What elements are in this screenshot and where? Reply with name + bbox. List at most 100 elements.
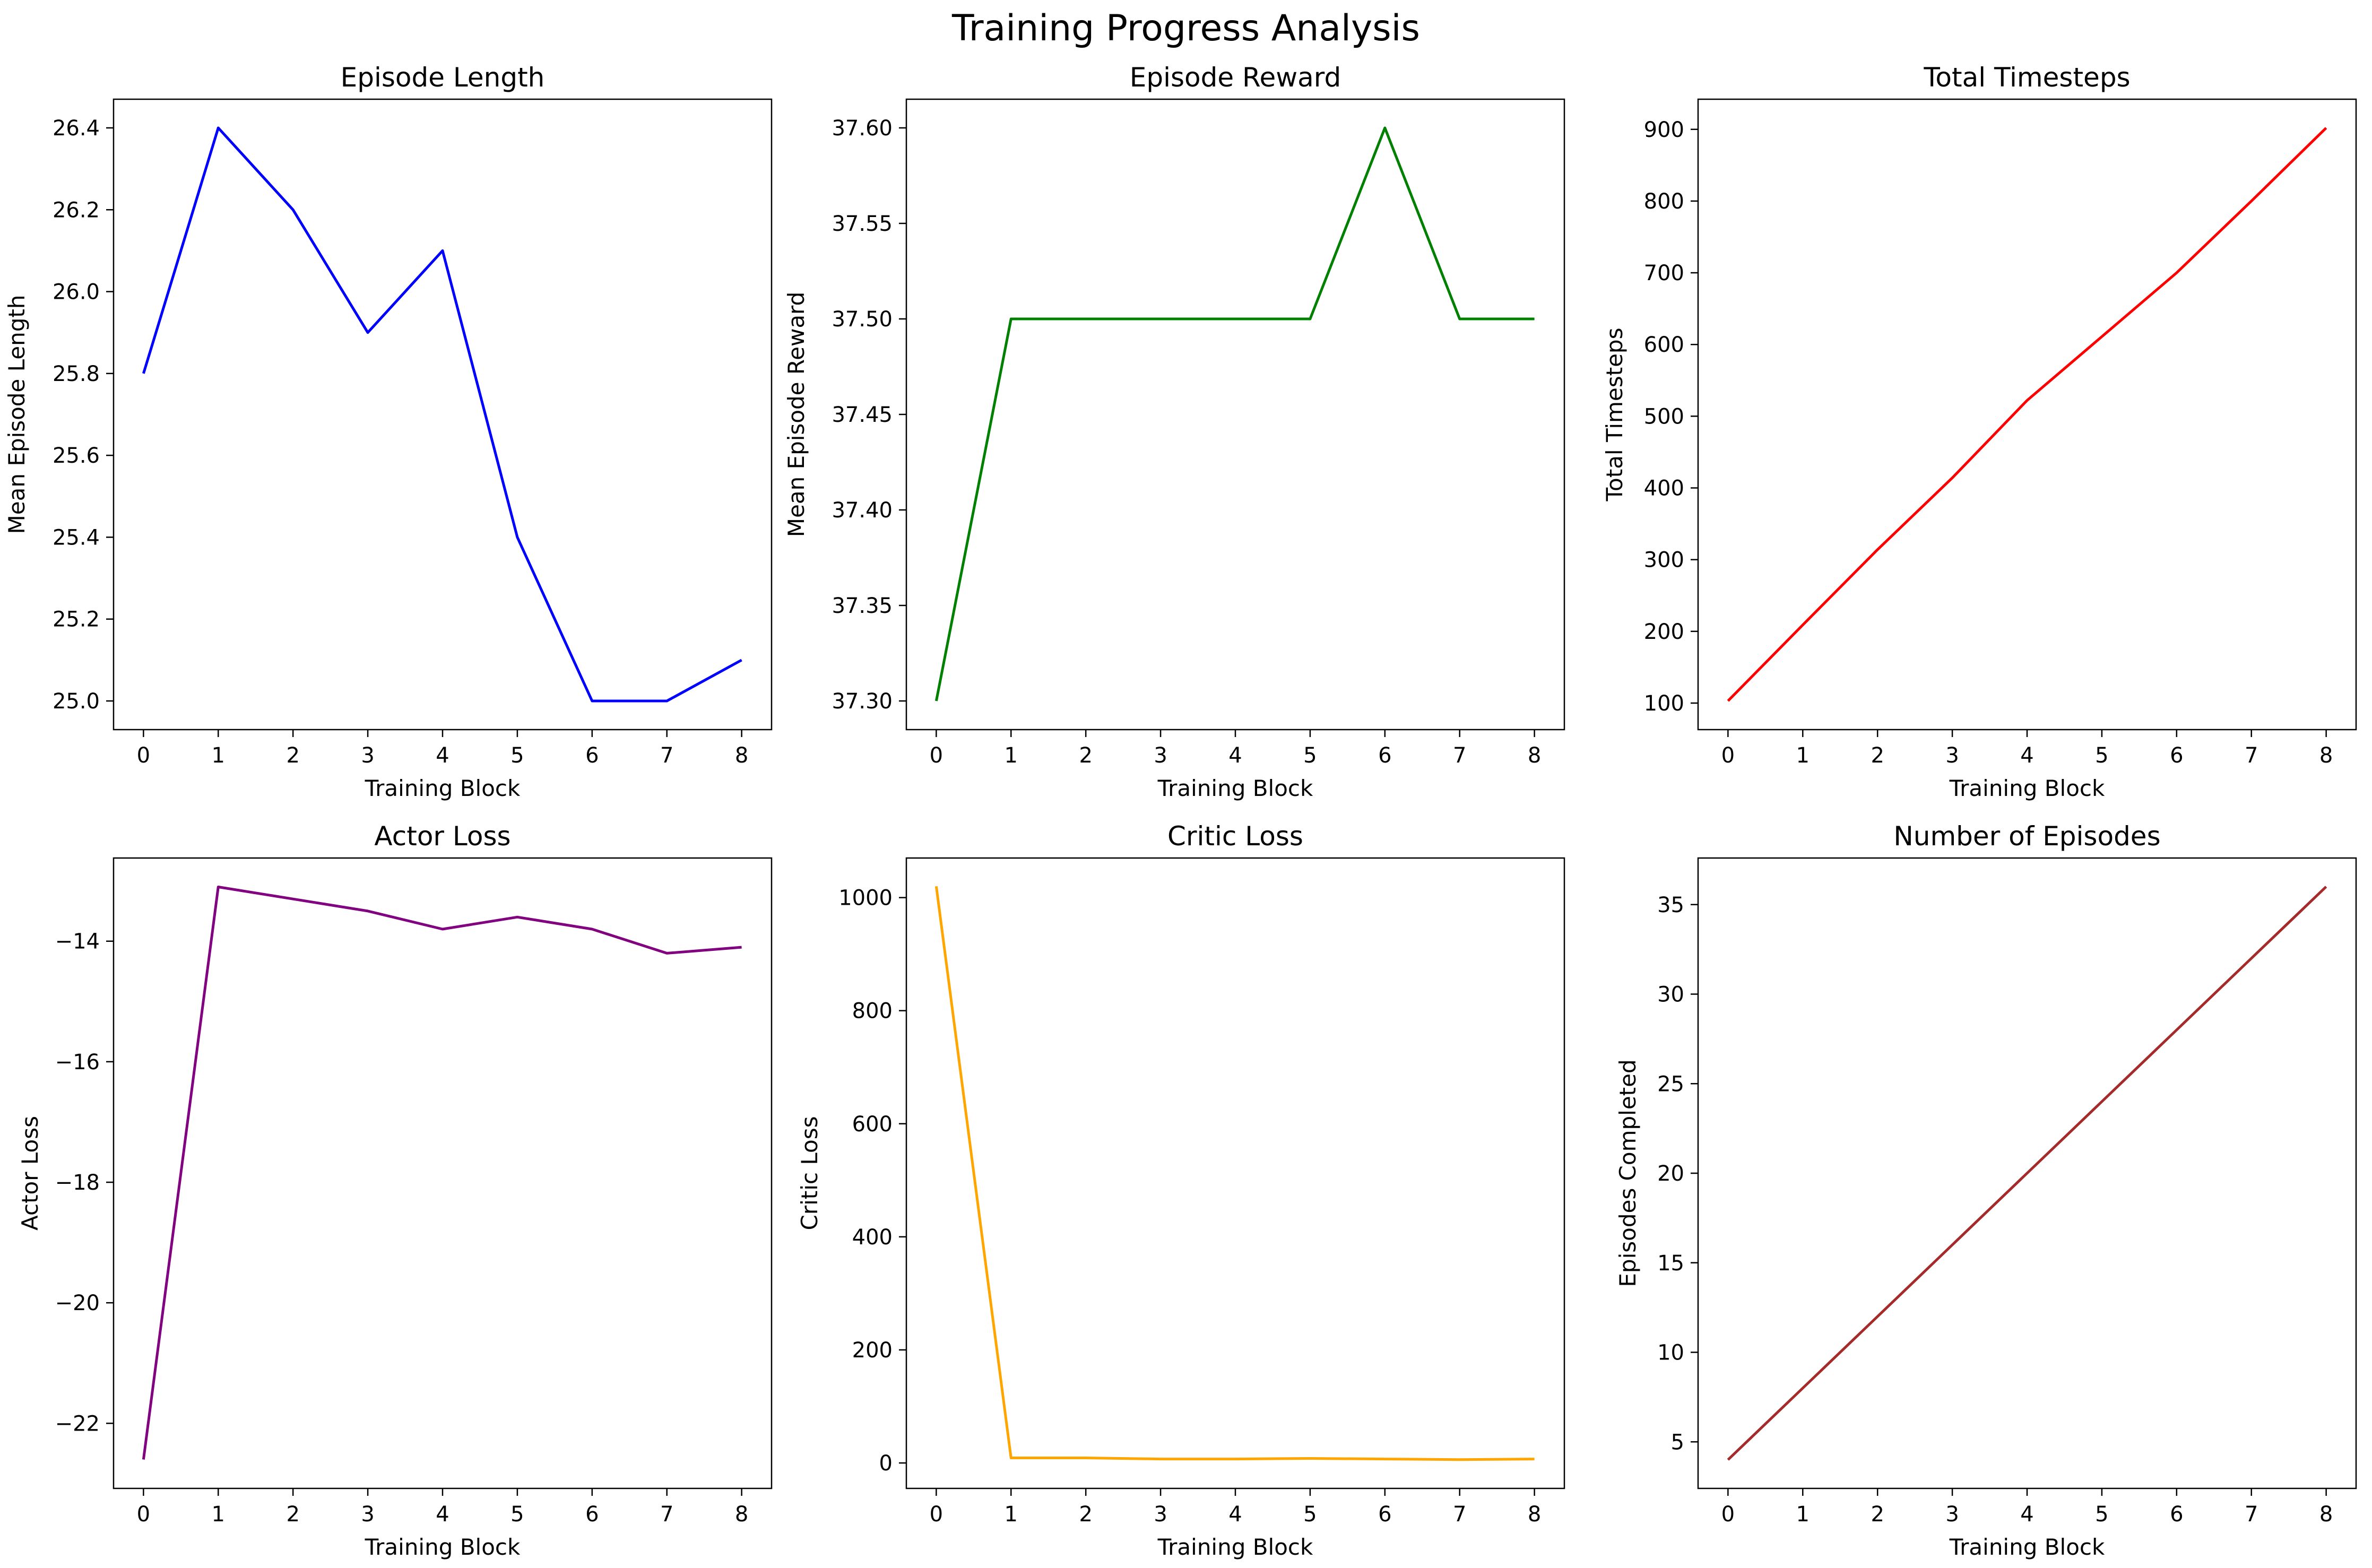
chart-6-xtick-label: 2 (1871, 1502, 1884, 1527)
chart-1-title: Episode Length (341, 62, 545, 93)
chart-6-xtick-label: 3 (1945, 1502, 1959, 1527)
chart-6-xtick-label: 4 (2020, 1502, 2033, 1527)
chart-4-xlabel: Training Block (365, 1534, 521, 1560)
chart-1-ytick-label: 25.6 (53, 444, 100, 468)
chart-5-ylabel: Critic Loss (797, 1116, 823, 1231)
chart-3-ytick-label: 200 (1644, 620, 1684, 644)
chart-3-ytick-label: 800 (1644, 189, 1684, 214)
chart-1-xtick-label: 4 (436, 743, 449, 768)
chart-1-xtick-label: 5 (510, 743, 524, 768)
chart-4-ytick-label: −22 (55, 1411, 100, 1436)
chart-1-series-line (142, 126, 742, 703)
chart-2-ytick-label: 37.30 (832, 689, 893, 714)
chart-5-xtick-label: 1 (1005, 1502, 1018, 1527)
chart-2-series-line (934, 126, 1535, 701)
chart-5-xtick-label: 2 (1079, 1502, 1092, 1527)
chart-2-xtick-label: 4 (1228, 743, 1242, 768)
chart-5-ytick-label: 400 (852, 1225, 893, 1250)
chart-1-axes-frame (112, 98, 773, 731)
chart-3-ylabel: Total Timesteps (1601, 328, 1627, 502)
chart-3-series-line (1727, 127, 2327, 702)
chart-3-ytick-label: 300 (1644, 548, 1684, 573)
chart-2-ytick-label: 37.50 (832, 307, 893, 332)
chart-1-xtick-label: 0 (137, 743, 150, 768)
chart-3-xtick-label: 7 (2245, 743, 2258, 768)
chart-4-ytick-label: −18 (55, 1171, 100, 1195)
chart-1-ytick-label: 26.2 (53, 198, 100, 222)
chart-4-xtick-label: 0 (137, 1502, 150, 1527)
chart-5-ytick-label: 600 (852, 1112, 893, 1137)
chart-5-xtick-label: 8 (1528, 1502, 1541, 1527)
chart-1-xtick-label: 8 (735, 743, 748, 768)
chart-1-ytick-label: 25.2 (53, 608, 100, 632)
chart-1-ytick-label: 26.0 (53, 280, 100, 305)
figure-title: Training Progress Analysis (952, 7, 1420, 49)
chart-4-xtick-label: 8 (735, 1502, 748, 1527)
chart-5-ytick-label: 200 (852, 1338, 893, 1363)
chart-5-ytick-label: 0 (879, 1451, 893, 1476)
chart-1-ytick-label: 25.0 (53, 689, 100, 714)
chart-1-ytick-label: 25.4 (53, 525, 100, 550)
chart-5-xtick-label: 5 (1303, 1502, 1317, 1527)
chart-6-xlabel: Training Block (1949, 1534, 2105, 1560)
chart-2-xtick-label: 3 (1154, 743, 1167, 768)
chart-6-ytick-label: 15 (1657, 1251, 1684, 1276)
chart-5-xtick-label: 3 (1154, 1502, 1167, 1527)
chart-2-xtick-label: 0 (930, 743, 943, 768)
chart-3-xtick-label: 5 (2095, 743, 2108, 768)
chart-1-xtick-label: 7 (660, 743, 673, 768)
chart-4-xtick-label: 3 (361, 1502, 374, 1527)
chart-5-xtick-label: 0 (930, 1502, 943, 1527)
chart-6-ytick-label: 5 (1671, 1430, 1684, 1454)
chart-3-ytick-label: 700 (1644, 261, 1684, 285)
chart-6-ytick-label: 35 (1657, 893, 1684, 917)
chart-2-xtick-label: 2 (1079, 743, 1092, 768)
chart-1-xtick-label: 2 (286, 743, 299, 768)
chart-2-xtick-label: 1 (1005, 743, 1018, 768)
chart-1-ylabel: Mean Episode Length (4, 295, 30, 534)
chart-4-ytick-label: −20 (55, 1291, 100, 1315)
chart-2-axes-frame (905, 98, 1565, 731)
chart-5-axes-frame (905, 857, 1565, 1489)
chart-5-xtick-label: 7 (1453, 1502, 1466, 1527)
chart-5-ytick-label: 800 (852, 999, 893, 1024)
chart-5-xtick-label: 6 (1378, 1502, 1391, 1527)
chart-5-xlabel: Training Block (1157, 1534, 1313, 1560)
chart-3-xtick-label: 8 (2319, 743, 2333, 768)
chart-3-xlabel: Training Block (1949, 775, 2105, 801)
chart-2-xtick-label: 7 (1453, 743, 1466, 768)
chart-6-ylabel: Episodes Completed (1615, 1059, 1641, 1287)
chart-4-xtick-label: 2 (286, 1502, 299, 1527)
chart-4-ylabel: Actor Loss (17, 1116, 43, 1231)
chart-4-series-line (142, 886, 742, 1460)
chart-2-ytick-label: 37.35 (832, 594, 893, 618)
chart-6-xtick-label: 7 (2245, 1502, 2258, 1527)
chart-2-xlabel: Training Block (1157, 775, 1313, 801)
chart-2-ytick-label: 37.55 (832, 212, 893, 236)
chart-3-xtick-label: 1 (1796, 743, 1810, 768)
chart-3-ytick-label: 400 (1644, 477, 1684, 501)
chart-1-xtick-label: 1 (212, 743, 225, 768)
chart-3-ytick-label: 100 (1644, 691, 1684, 716)
chart-2-ytick-label: 37.45 (832, 403, 893, 427)
chart-3-xtick-label: 4 (2020, 743, 2033, 768)
chart-5-ytick-label: 1000 (838, 886, 893, 911)
chart-6-xtick-label: 8 (2319, 1502, 2333, 1527)
chart-4-xtick-label: 7 (660, 1502, 673, 1527)
chart-4-ytick-label: −14 (55, 930, 100, 954)
chart-3-ytick-label: 900 (1644, 118, 1684, 142)
chart-2-xtick-label: 6 (1378, 743, 1391, 768)
chart-6-title: Number of Episodes (1893, 821, 2160, 852)
chart-3-xtick-label: 6 (2170, 743, 2183, 768)
chart-6-ytick-label: 25 (1657, 1072, 1684, 1096)
chart-1-ytick-label: 26.4 (53, 116, 100, 141)
chart-4-xtick-label: 1 (212, 1502, 225, 1527)
chart-5-xtick-label: 4 (1228, 1502, 1242, 1527)
chart-4-title: Actor Loss (374, 821, 510, 852)
chart-1-xtick-label: 3 (361, 743, 374, 768)
chart-3-ytick-label: 600 (1644, 333, 1684, 357)
chart-6-ytick-label: 30 (1657, 983, 1684, 1007)
chart-4-xtick-label: 4 (436, 1502, 449, 1527)
chart-6-xtick-label: 1 (1796, 1502, 1810, 1527)
